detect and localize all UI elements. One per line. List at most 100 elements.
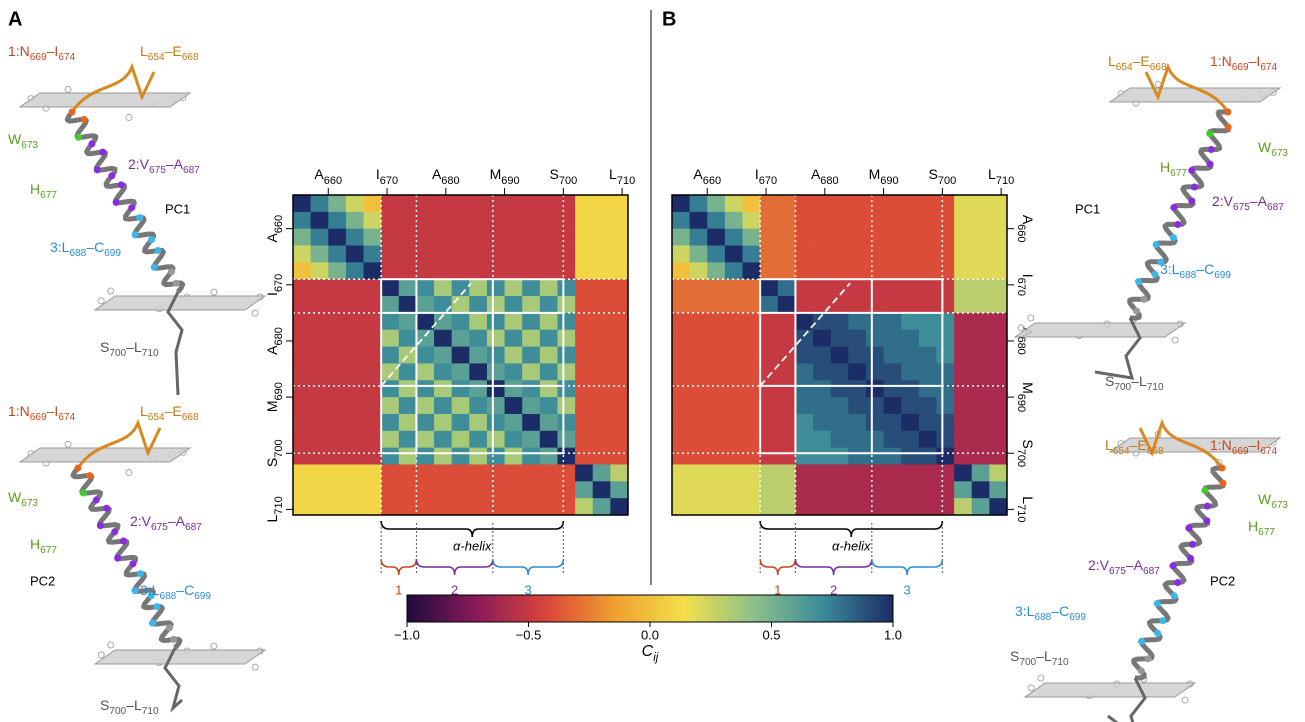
heatmap-cell bbox=[865, 228, 884, 246]
tick-number: 680 bbox=[273, 327, 285, 345]
structure-label-part: –E bbox=[1133, 53, 1150, 69]
heatmap-cell bbox=[451, 346, 470, 364]
heatmap-cell bbox=[310, 430, 329, 449]
heatmap-cell bbox=[398, 430, 417, 449]
structure-label-part: –I bbox=[47, 403, 59, 419]
tick-letter: A bbox=[693, 166, 703, 182]
heatmap-cell bbox=[936, 447, 955, 465]
heatmap-cell bbox=[451, 195, 470, 213]
heatmap-cell bbox=[672, 464, 691, 482]
heatmap-cell bbox=[451, 279, 470, 297]
heatmap-cell bbox=[883, 498, 902, 516]
colorbar-tick-label: −0.5 bbox=[516, 627, 542, 642]
heatmap-cell bbox=[777, 447, 796, 465]
tick-number: 660 bbox=[1015, 224, 1027, 242]
heatmap-cell bbox=[486, 498, 505, 516]
heatmap-cell bbox=[989, 228, 1008, 246]
heatmap-cell bbox=[813, 464, 832, 482]
heatmap-cell bbox=[848, 481, 867, 499]
residue-bead bbox=[128, 204, 136, 212]
tail bbox=[166, 291, 184, 396]
structure-label-part: L bbox=[1108, 53, 1116, 69]
heatmap-cell bbox=[522, 363, 541, 381]
y-tick-label: A680 bbox=[264, 327, 285, 355]
heatmap-cell bbox=[918, 312, 937, 331]
heatmap-cell bbox=[813, 481, 832, 499]
tick-number: 670 bbox=[1015, 278, 1027, 296]
heatmap-cell bbox=[345, 296, 364, 314]
heatmap-cell bbox=[813, 211, 832, 230]
x-tick-label: I670 bbox=[755, 166, 777, 187]
heatmap-cell bbox=[557, 195, 576, 213]
heatmap-cell bbox=[363, 296, 382, 314]
heatmap-cell bbox=[522, 228, 541, 246]
colorbar-tick-label: 1.0 bbox=[884, 627, 902, 642]
heatmap-cell bbox=[848, 296, 867, 314]
heatmap-cell bbox=[451, 498, 470, 516]
heatmap-cell bbox=[416, 211, 435, 230]
structure-label-part: 710 bbox=[142, 348, 159, 359]
residue-bead bbox=[129, 560, 137, 568]
heatmap-cell bbox=[504, 430, 523, 449]
structure-label-part: H bbox=[30, 181, 40, 197]
heatmap-cell bbox=[813, 329, 832, 347]
heatmap-cell bbox=[522, 296, 541, 314]
heatmap-cell bbox=[760, 296, 779, 314]
heatmap-cell bbox=[345, 464, 364, 482]
heatmap-cell bbox=[883, 245, 902, 263]
structure-label-part: S bbox=[1105, 373, 1114, 389]
heatmap-cell bbox=[416, 363, 435, 381]
heatmap-cell bbox=[522, 329, 541, 347]
residue-bead bbox=[1188, 167, 1196, 175]
heatmap-cell bbox=[293, 498, 312, 516]
heatmap-cell bbox=[557, 228, 576, 246]
structure-label-part: 3:L bbox=[1160, 261, 1180, 277]
heatmap-cell bbox=[883, 413, 902, 432]
heatmap-cell bbox=[610, 481, 629, 499]
x-tick-label: I670 bbox=[376, 166, 398, 187]
heatmap-cell bbox=[575, 481, 594, 499]
heatmap-cell bbox=[592, 312, 611, 331]
heatmap-cell bbox=[469, 481, 488, 499]
residue-bead bbox=[1203, 517, 1211, 525]
heatmap-cell bbox=[689, 228, 708, 246]
heatmap-cell bbox=[813, 228, 832, 246]
heatmap-cell bbox=[954, 279, 973, 297]
heatmap-cell bbox=[575, 262, 594, 280]
heatmap-cell bbox=[610, 413, 629, 432]
heatmap-cell bbox=[883, 228, 902, 246]
heatmap-cell bbox=[830, 245, 849, 263]
heatmap-cell bbox=[469, 413, 488, 432]
heatmap-cell bbox=[293, 329, 312, 347]
heatmap-cell bbox=[398, 228, 417, 246]
heatmap-cell bbox=[416, 296, 435, 314]
heatmap-cell bbox=[293, 195, 312, 213]
heatmap-cell bbox=[539, 228, 558, 246]
heatmap-cell bbox=[469, 262, 488, 280]
lipid-bead bbox=[1027, 684, 1035, 692]
lipid-bead bbox=[125, 468, 133, 476]
heatmap-cell bbox=[345, 498, 364, 516]
heatmap-cell bbox=[813, 380, 832, 398]
heatmap-cell bbox=[865, 346, 884, 364]
heatmap-cell bbox=[813, 296, 832, 314]
heatmap-cell bbox=[381, 228, 400, 246]
heatmap-cell bbox=[918, 329, 937, 347]
tick-number: 690 bbox=[880, 175, 898, 187]
heatmap-cell bbox=[575, 245, 594, 263]
residue-bead bbox=[1144, 655, 1152, 663]
structure-label-part: 688 bbox=[159, 591, 176, 602]
heatmap-cell bbox=[610, 363, 629, 381]
x-tick-label: A680 bbox=[811, 166, 839, 187]
heatmap-cell bbox=[707, 228, 726, 246]
residue-bead bbox=[108, 172, 116, 180]
structure-title: PC2 bbox=[30, 573, 55, 588]
heatmap-cell bbox=[883, 296, 902, 314]
structure-label-part: 675 bbox=[1233, 202, 1250, 213]
heatmap-cell bbox=[557, 211, 576, 230]
heatmap-cell bbox=[954, 481, 973, 499]
heatmap-cell bbox=[989, 312, 1008, 331]
tick-number: 710 bbox=[617, 175, 635, 187]
heatmap-cell bbox=[724, 211, 743, 230]
residue-bead bbox=[1152, 241, 1160, 249]
